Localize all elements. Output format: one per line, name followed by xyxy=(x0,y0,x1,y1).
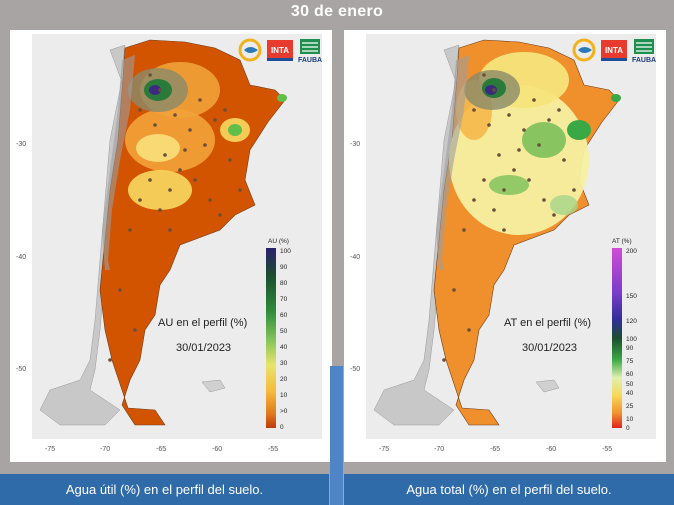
at-map-svg: -75 -70 -65 -60 -55 -30 -40 -50 AT en el… xyxy=(350,34,656,453)
at-map-date: 30/01/2023 xyxy=(522,342,577,354)
lon-tick-55: -55 xyxy=(268,446,278,453)
at-map-title: AT en el perfil (%) xyxy=(504,317,591,329)
at-lat-axis: -30 -40 -50 xyxy=(350,141,360,373)
au-legend-tick: >0 xyxy=(280,408,288,415)
lon-tick-60: -60 xyxy=(212,446,222,453)
at-logos: INTA FAUBA xyxy=(572,38,658,64)
lat-tick-30: -30 xyxy=(16,141,26,148)
au-legend-tick: 70 xyxy=(280,296,288,303)
lon-tick-70: -70 xyxy=(434,446,444,453)
au-legend-tick: 20 xyxy=(280,376,288,383)
lon-tick-75: -75 xyxy=(379,446,389,453)
lat-tick-50: -50 xyxy=(350,366,360,373)
au-patch-ne-core xyxy=(228,124,242,136)
at-legend-tick: 200 xyxy=(626,248,637,255)
au-patch-nw-purple xyxy=(149,85,161,95)
inta-logo-text: INTA xyxy=(605,46,623,55)
inta-logo: INTA xyxy=(601,40,627,61)
au-map-date: 30/01/2023 xyxy=(176,342,231,354)
divider-strip xyxy=(330,366,343,505)
at-legend-tick: 40 xyxy=(626,390,634,397)
fauba-logo-text: FAUBA xyxy=(632,57,656,64)
at-station-dots xyxy=(442,73,576,362)
au-patch-cordoba xyxy=(136,134,180,162)
lon-tick-55: -55 xyxy=(602,446,612,453)
au-lon-axis: -75 -70 -65 -60 -55 xyxy=(45,446,278,453)
au-legend-ticks: 100 90 80 70 60 50 40 30 20 10 >0 0 xyxy=(280,248,291,431)
at-legend-tick: 75 xyxy=(626,358,634,365)
at-legend-tick: 90 xyxy=(626,345,634,352)
malvinas xyxy=(535,379,560,393)
lon-tick-60: -60 xyxy=(546,446,556,453)
at-legend-tick: 25 xyxy=(626,403,634,410)
au-legend-tick: 50 xyxy=(280,328,288,335)
au-legend-bar xyxy=(266,248,276,428)
at-legend-title: AT (%) xyxy=(612,238,632,245)
inta-logo: INTA xyxy=(267,40,293,61)
at-patch-nw-purple xyxy=(485,85,497,95)
lon-tick-65: -65 xyxy=(490,446,500,453)
at-patch-ne-core xyxy=(567,120,591,140)
au-map-title: AU en el perfil (%) xyxy=(158,317,247,329)
lon-tick-65: -65 xyxy=(156,446,166,453)
au-legend-tick: 10 xyxy=(280,392,288,399)
au-station-dots xyxy=(108,73,242,362)
au-legend-tick: 30 xyxy=(280,360,288,367)
au-legend-tick: 0 xyxy=(280,424,284,431)
at-legend-tick: 100 xyxy=(626,336,637,343)
ora-logo xyxy=(572,38,596,62)
au-legend-tick: 90 xyxy=(280,264,288,271)
au-caption: Agua útil (%) en el perfil del suelo. xyxy=(0,474,329,505)
at-legend-tick: 0 xyxy=(626,425,630,432)
fauba-logo: FAUBA xyxy=(632,39,656,64)
at-map-panel: -75 -70 -65 -60 -55 -30 -40 -50 AT en el… xyxy=(344,30,666,462)
malvinas xyxy=(201,379,226,393)
au-legend-tick: 100 xyxy=(280,248,291,255)
au-map-panel: -75 -70 -65 -60 -55 -30 -40 -50 AU en el… xyxy=(10,30,332,462)
at-legend-tick: 120 xyxy=(626,318,637,325)
at-legend-tick: 50 xyxy=(626,381,634,388)
au-patch-misiones xyxy=(277,94,287,102)
au-legend-tick: 40 xyxy=(280,344,288,351)
at-legend-ticks: 200 150 120 100 90 75 60 50 40 25 10 0 xyxy=(626,248,637,432)
at-patch-misiones xyxy=(611,94,621,102)
at-legend-tick: 60 xyxy=(626,371,634,378)
lat-tick-50: -50 xyxy=(16,366,26,373)
au-logos: INTA FAUBA xyxy=(238,38,324,64)
andes-strip xyxy=(436,55,469,270)
at-legend-tick: 10 xyxy=(626,416,634,423)
at-caption: Agua total (%) en el perfil del suelo. xyxy=(344,474,674,505)
andes-strip xyxy=(102,55,135,270)
ora-logo xyxy=(238,38,262,62)
at-legend-tick: 150 xyxy=(626,293,637,300)
at-legend-bar xyxy=(612,248,622,428)
page-title: 30 de enero xyxy=(290,3,384,20)
au-legend-title: AU (%) xyxy=(268,238,289,245)
at-patch-ne xyxy=(522,122,566,158)
au-lat-axis: -30 -40 -50 xyxy=(16,141,26,373)
at-patch-baires xyxy=(550,195,578,215)
lon-tick-75: -75 xyxy=(45,446,55,453)
lat-tick-40: -40 xyxy=(16,254,26,261)
at-lon-axis: -75 -70 -65 -60 -55 xyxy=(379,446,612,453)
at-patch-pampa xyxy=(489,175,529,195)
lat-tick-40: -40 xyxy=(350,254,360,261)
au-legend-tick: 80 xyxy=(280,280,288,287)
inta-logo-text: INTA xyxy=(271,46,289,55)
fauba-logo: FAUBA xyxy=(298,39,322,64)
au-legend-tick: 60 xyxy=(280,312,288,319)
au-map-svg: -75 -70 -65 -60 -55 -30 -40 -50 AU en el… xyxy=(16,34,322,453)
lat-tick-30: -30 xyxy=(350,141,360,148)
fauba-logo-text: FAUBA xyxy=(298,57,322,64)
lon-tick-70: -70 xyxy=(100,446,110,453)
au-patch-pampa xyxy=(128,170,192,210)
